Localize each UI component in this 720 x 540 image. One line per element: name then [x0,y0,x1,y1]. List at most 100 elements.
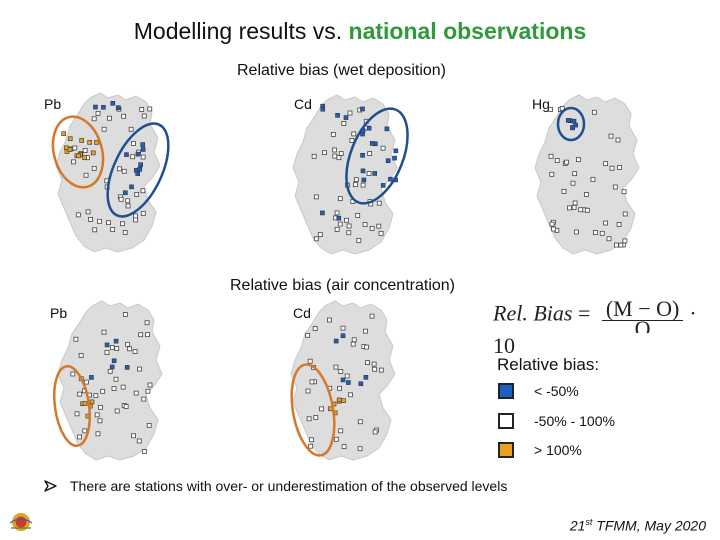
station-marker [305,388,311,394]
station-marker [92,227,98,233]
station-marker [340,377,346,383]
station-marker [138,162,143,167]
station-marker [75,212,81,218]
station-marker [571,204,577,210]
station-marker [72,145,78,151]
station-marker [327,317,332,323]
station-marker [128,126,134,132]
station-marker [616,222,622,227]
station-marker [74,411,80,417]
station-marker [133,390,139,396]
station-marker [599,230,605,236]
station-marker [94,412,100,418]
station-marker [340,325,346,331]
station-marker [376,223,382,229]
station-marker [113,376,119,382]
station-marker [565,118,571,123]
station-marker [371,361,377,367]
highlight-ellipse [106,122,170,218]
station-marker [147,382,153,388]
legend-title: Relative bias: [497,355,600,374]
station-marker [94,140,99,145]
station-marker [617,165,622,170]
station-marker [551,226,557,232]
subtitle-air-concentration: Relative bias (air concentration) [230,277,455,294]
station-marker [131,433,136,439]
station-marker [572,171,578,177]
station-marker [348,392,353,398]
station-marker [116,166,122,172]
station-marker [306,416,312,422]
station-marker [341,444,347,449]
map-wet-hg [534,94,640,255]
station-marker [341,398,346,403]
station-marker [335,113,340,118]
slide-title-highlight: national observations [348,18,587,44]
rel-bias-formula: Rel. Bias = (M − O) O · 10 [493,298,720,359]
station-marker [111,358,117,364]
station-marker [70,371,76,377]
station-marker [82,155,87,160]
station-marker [77,434,82,440]
station-marker [76,153,81,159]
station-marker [341,121,347,126]
station-marker [622,238,628,244]
legend-swatch-blue [498,383,514,399]
station-marker [363,328,368,334]
legend-label-white: -50% - 100% [534,413,615,429]
station-marker [125,198,131,204]
station-marker [337,196,343,202]
station-marker [548,153,554,159]
station-marker [132,349,138,354]
station-marker [366,125,372,131]
bullet-conclusion: There are stations with over- or underes… [44,478,507,494]
legend-label-blue: < -50% [534,383,579,399]
station-marker [570,125,575,131]
station-marker [319,406,324,412]
station-marker [317,232,323,238]
station-marker [67,136,73,142]
station-marker [332,147,337,153]
station-marker [337,385,342,391]
station-marker [606,236,612,242]
legend-label-orange: > 100% [534,442,582,458]
station-marker [549,171,555,177]
station-marker [336,215,342,221]
station-marker [384,126,390,132]
germany-outline [57,300,163,461]
station-marker [336,155,342,161]
station-marker [380,145,386,151]
station-marker [142,449,147,454]
station-marker [338,369,344,374]
station-marker [85,209,91,215]
station-marker [104,342,110,348]
station-marker [93,104,98,110]
highlight-ellipse [556,106,586,142]
station-marker [107,115,112,121]
station-marker [109,345,115,351]
station-marker [573,229,579,235]
station-marker [101,105,106,110]
station-marker [591,109,597,115]
station-marker [393,148,399,154]
station-marker [109,364,115,370]
station-marker [592,230,598,235]
station-marker [100,388,106,394]
station-marker [120,221,125,227]
station-marker [89,375,94,380]
station-marker [309,437,314,443]
station-marker [82,148,88,153]
subtitle-wet-deposition: Relative bias (wet deposition) [237,62,446,79]
station-marker [138,332,144,338]
station-marker [332,153,338,159]
legend-swatch-white [498,413,514,429]
station-marker [622,211,628,217]
station-marker [313,415,319,420]
station-marker [124,152,129,157]
station-marker [320,106,326,112]
station-marker [364,344,369,350]
station-marker [376,200,382,206]
station-marker [357,419,363,425]
station-marker [104,350,110,355]
station-marker [73,336,79,342]
